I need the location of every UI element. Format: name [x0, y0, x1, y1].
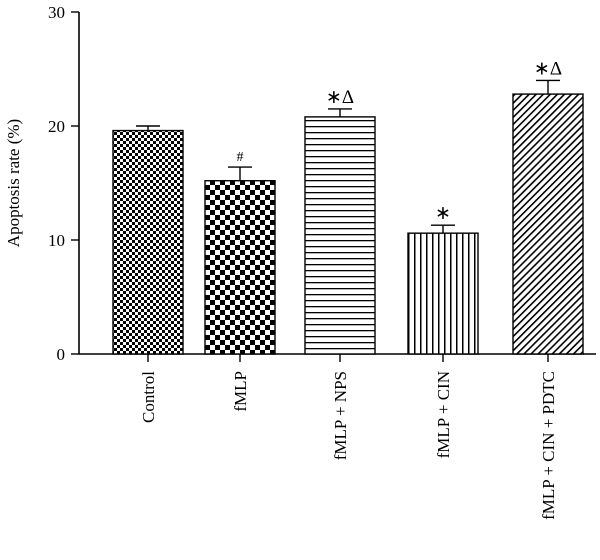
error-bar-4	[431, 224, 455, 234]
annotations: # ∗Δ ∗ ∗Δ	[237, 58, 563, 224]
bar-5	[512, 93, 584, 355]
category-label-1: Control	[139, 371, 158, 423]
bar-1	[112, 129, 184, 355]
significance-marker-3: ∗Δ	[326, 87, 354, 108]
bar-4	[407, 232, 479, 355]
y-axis-ticks: 0 10 20 30	[48, 3, 79, 364]
y-tick-label: 20	[48, 117, 65, 136]
bar-3	[304, 116, 376, 355]
category-labels: Control fMLP fMLP + NPS fMLP + CIN fMLP + CI…	[139, 371, 558, 520]
bar-2	[204, 180, 276, 355]
bars	[112, 93, 584, 355]
y-tick-label: 10	[48, 231, 65, 250]
y-tick-label: 30	[48, 3, 65, 22]
error-bar-5	[536, 79, 560, 95]
error-bar-2	[228, 166, 252, 181]
category-label-5: fMLP + CIN + PDTC	[539, 371, 558, 520]
y-tick-label: 0	[57, 345, 66, 364]
significance-marker-2: #	[237, 150, 244, 165]
category-label-4: fMLP + CIN	[434, 371, 453, 458]
error-bar-1	[136, 125, 160, 131]
significance-marker-4: ∗	[435, 203, 451, 224]
category-label-2: fMLP	[231, 371, 250, 412]
category-label-3: fMLP + NPS	[331, 371, 350, 460]
error-bars	[136, 79, 560, 234]
error-bar-3	[328, 108, 352, 117]
y-axis-label: Apoptosis rate (%)	[4, 119, 23, 247]
x-axis-ticks	[147, 354, 549, 362]
significance-marker-5: ∗Δ	[534, 58, 562, 79]
